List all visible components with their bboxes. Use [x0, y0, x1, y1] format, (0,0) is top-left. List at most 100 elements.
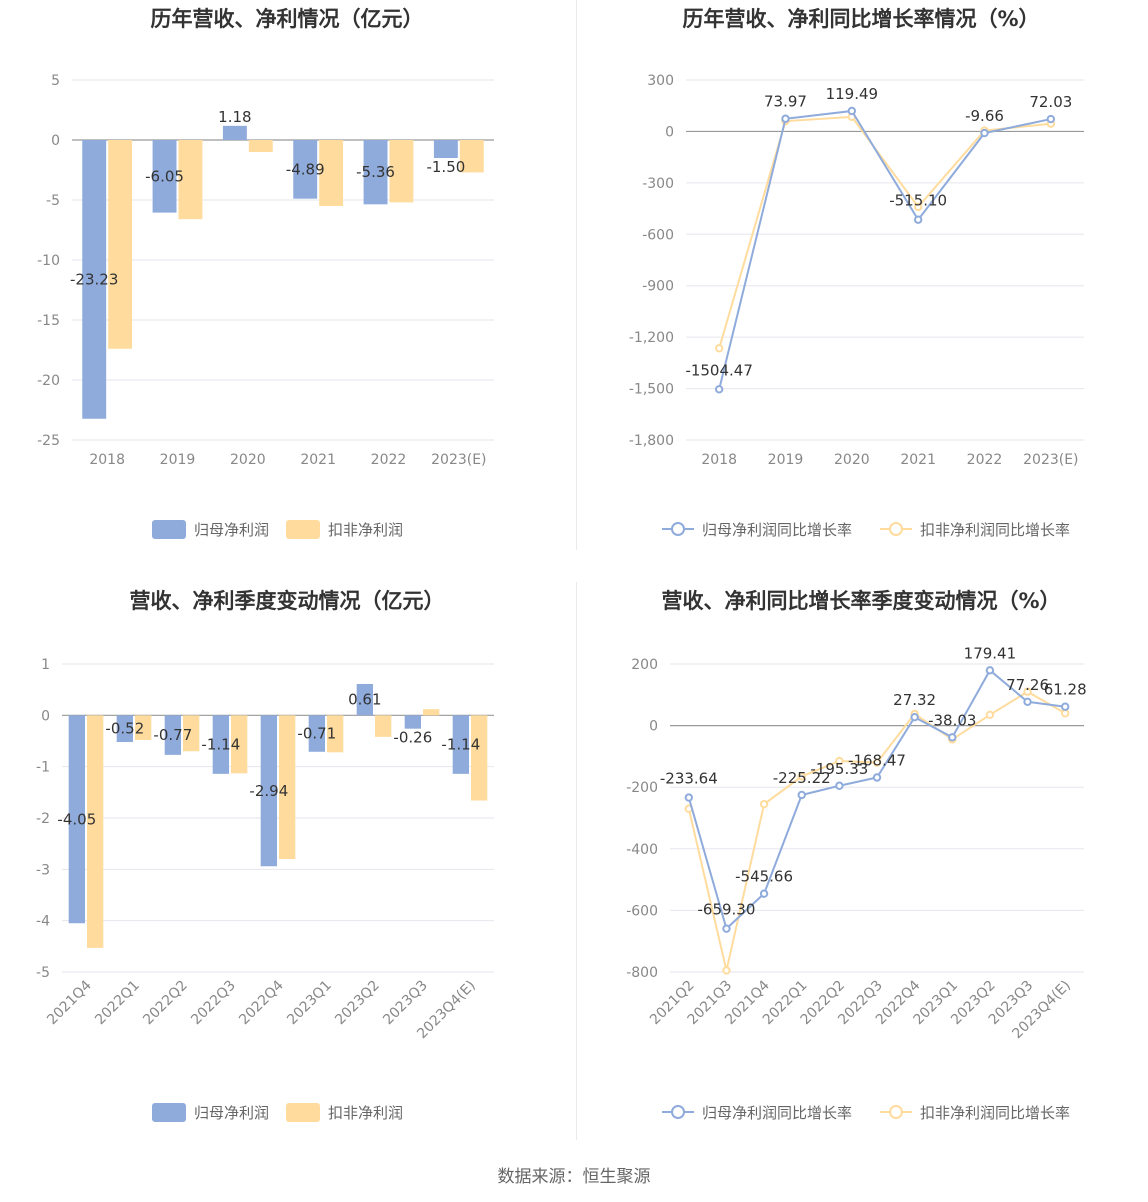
x-tick-label: 2021: [300, 452, 336, 468]
x-tick-label: 2018: [701, 452, 737, 468]
line-deducted-growth: [718, 115, 1051, 349]
bar-parent-net-profit: [433, 140, 458, 158]
point-deducted-growth: [759, 799, 769, 809]
point-deducted-growth: [1023, 687, 1032, 696]
y-tick-label: -400: [626, 842, 658, 858]
vertical-divider-top: [576, 0, 577, 550]
data-label: -515.10: [889, 192, 947, 210]
bar-deducted-net-profit: [327, 715, 344, 753]
data-label: -0.26: [393, 729, 432, 747]
x-tick-label: 2022Q3: [188, 978, 239, 1029]
legend-swatch: [152, 520, 186, 539]
x-tick-label: 2021: [900, 452, 936, 468]
point-parent-growth: [684, 793, 694, 802]
y-tick-label: 5: [51, 73, 60, 89]
point-parent-growth: [948, 733, 957, 742]
point-deducted-growth: [714, 344, 724, 353]
data-label: -1.50: [426, 158, 465, 176]
data-label: 73.97: [764, 93, 807, 111]
legend-label: 扣非净利润同比增长率: [920, 521, 1070, 539]
point-parent-growth: [913, 215, 923, 224]
x-tick-label: 2023(E): [1023, 452, 1078, 468]
y-tick-label: 1: [41, 657, 50, 673]
bar-parent-net-profit: [363, 140, 388, 205]
legend-swatch: [286, 520, 320, 539]
point-parent-growth: [910, 712, 919, 722]
bar-parent-net-profit: [293, 140, 318, 199]
data-source: 数据来源：恒生聚源: [497, 1167, 651, 1187]
bar-parent-net-profit: [452, 715, 469, 774]
point-deducted-growth: [985, 710, 995, 720]
chart-title: 营收、净利同比增长率季度变动情况（%）: [661, 589, 1060, 613]
x-tick-label: 2020: [230, 452, 266, 468]
data-label: 119.49: [826, 85, 879, 103]
data-label: -1.14: [201, 736, 240, 754]
bar-parent-net-profit: [222, 125, 247, 140]
data-label: -0.71: [297, 725, 336, 743]
y-tick-label: -600: [642, 227, 674, 243]
y-tick-label: 0: [51, 133, 60, 149]
legend-marker: [671, 1105, 685, 1119]
bar-deducted-net-profit: [423, 709, 440, 716]
y-tick-label: -1,200: [629, 330, 674, 346]
point-parent-growth: [722, 924, 731, 933]
bar-deducted-net-profit: [279, 715, 296, 860]
point-deducted-growth: [722, 966, 731, 975]
line-deducted-growth: [687, 690, 1066, 971]
point-parent-growth: [835, 781, 844, 790]
legend-label: 扣非净利润: [328, 1104, 403, 1122]
bar-deducted-net-profit: [87, 715, 104, 948]
bar-deducted-net-profit: [231, 715, 248, 774]
data-label: -5.36: [356, 163, 395, 181]
legend-label: 扣非净利润: [328, 521, 403, 539]
data-label: -9.66: [965, 107, 1004, 125]
chart-quarterly-growth: 营收、净利同比增长率季度变动情况（%） 200 0 -200 -400 -600 -800 2…: [626, 589, 1086, 1122]
bar-deducted-net-profit: [471, 715, 488, 801]
x-tick-label: 2021Q4: [44, 977, 95, 1028]
legend-label: 归母净利润: [194, 1104, 269, 1122]
point-parent-growth: [985, 666, 995, 675]
y-tick-label: 0: [649, 719, 658, 735]
legend-marker: [671, 522, 685, 536]
bar-parent-net-profit: [356, 684, 373, 716]
y-tick-label: -900: [642, 279, 674, 295]
data-label: -23.23: [70, 270, 118, 288]
legend-label: 归母净利润同比增长率: [702, 1104, 852, 1122]
y-tick-label: -2: [36, 811, 50, 827]
y-tick-label: -20: [37, 373, 60, 389]
point-parent-growth: [847, 106, 857, 116]
data-label: -0.77: [153, 726, 192, 744]
bar-parent-net-profit: [260, 715, 277, 867]
point-deducted-growth: [797, 772, 806, 781]
data-label: -168.47: [848, 751, 906, 769]
y-tick-label: -10: [37, 253, 60, 269]
bar-parent-net-profit: [164, 715, 181, 755]
x-tick-label: 2019: [160, 452, 196, 468]
point-parent-growth: [872, 773, 882, 782]
data-label: -1504.47: [685, 361, 752, 379]
point-parent-growth: [1023, 697, 1032, 707]
y-tick-label: 200: [631, 657, 658, 673]
data-label: 77.26: [1006, 676, 1049, 694]
data-label: -195.33: [810, 760, 868, 778]
chart-annual-profit: 历年营收、净利情况（亿元） 5 0 -5 -10 -15 -20 -25 2018 2019 202…: [37, 7, 494, 539]
data-label: -4.89: [286, 160, 325, 178]
bar-deducted-net-profit: [108, 140, 133, 349]
y-tick-label: -3: [36, 862, 50, 878]
y-tick-label: -4: [36, 914, 50, 930]
legend-marker: [889, 1105, 903, 1119]
y-tick-label: -1,500: [629, 382, 674, 398]
legend-label: 扣非净利润同比增长率: [920, 1104, 1070, 1122]
bar-deducted-net-profit: [375, 715, 392, 737]
x-tick-label: 2022: [967, 452, 1003, 468]
legend-swatch: [152, 1103, 186, 1122]
chart-title: 历年营收、净利同比增长率情况（%）: [682, 7, 1039, 31]
bar-deducted-net-profit: [178, 140, 203, 220]
y-tick-label: -15: [37, 313, 60, 329]
data-label: -2.94: [249, 782, 288, 800]
data-label: -38.03: [928, 711, 976, 729]
point-parent-growth: [797, 790, 806, 800]
data-label: -0.52: [105, 720, 144, 738]
y-tick-label: 0: [41, 708, 50, 724]
point-parent-growth: [1046, 114, 1056, 124]
